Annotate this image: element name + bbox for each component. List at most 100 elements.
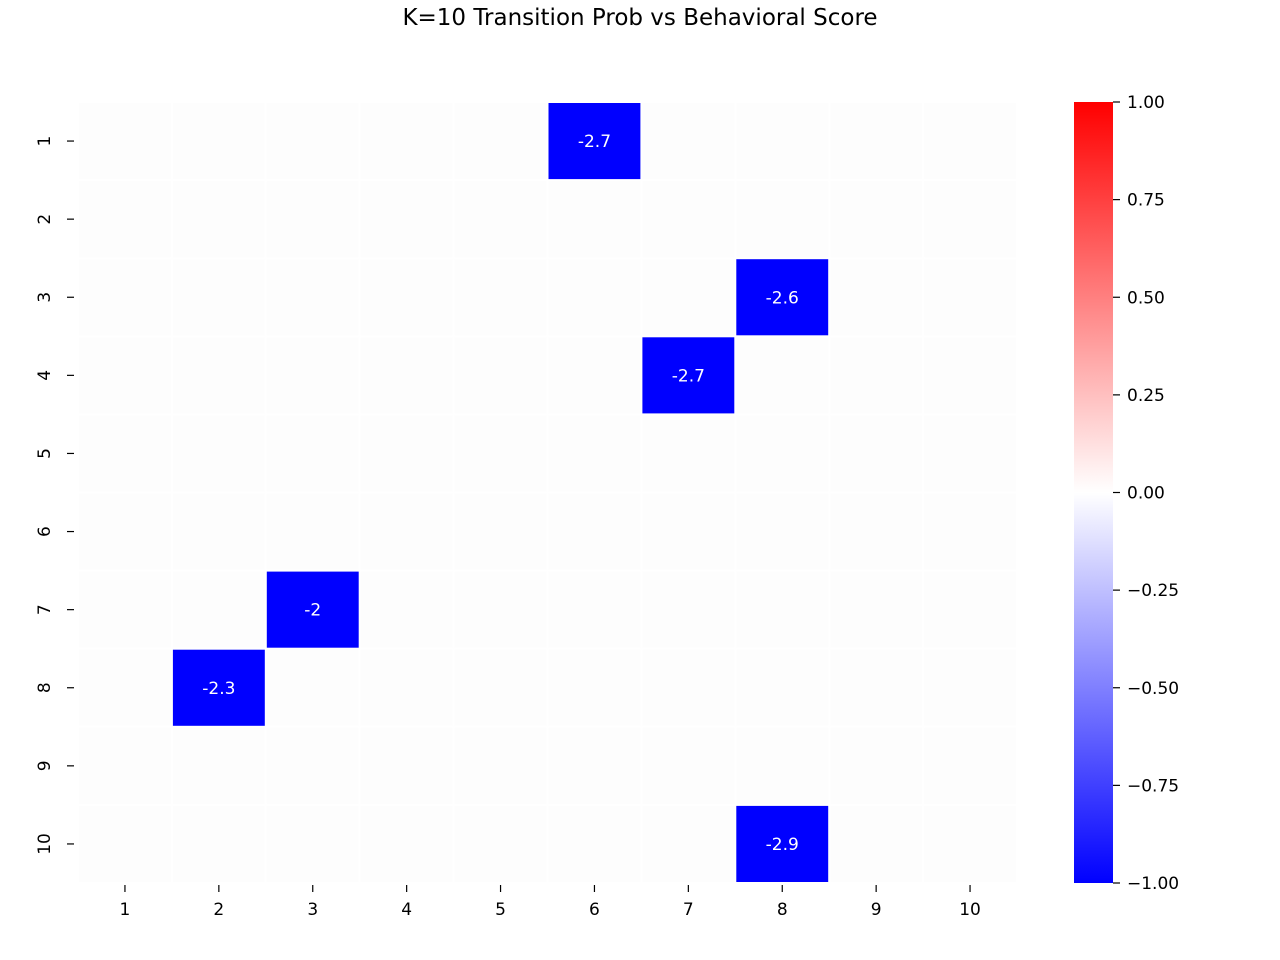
heatmap-cell-r3-c8 [736, 259, 829, 336]
colorbar: 1.00 0.75 0.50 0.25 0.00 −0.25 −0.50 −0.75 −1.00 [1074, 93, 1179, 894]
heatmap-cell-r10-c1 [79, 805, 171, 882]
colorbar-tick-label: 0.00 [1127, 484, 1165, 504]
heatmap-cell-r5-c8 [736, 415, 829, 492]
y-tick-label: 1 [35, 136, 55, 147]
heatmap-cell-r5-c1 [79, 415, 171, 492]
heatmap-cell-r7-c7 [642, 571, 735, 648]
x-axis: 1 2 3 4 5 6 7 8 9 10 [120, 885, 981, 920]
heatmap-cells [79, 103, 1016, 882]
heatmap-cell-r2-c9 [830, 181, 923, 258]
heatmap-cell-r5-c10 [924, 415, 1016, 492]
heatmap-cell-r4-c3 [266, 337, 359, 414]
heatmap-cell-r3-c6 [548, 259, 641, 336]
x-tick-label: 9 [871, 900, 882, 920]
heatmap-cell-r1-c7 [642, 103, 735, 180]
heatmap-cell-r10-c2 [172, 805, 265, 882]
heatmap-cell-r3-c5 [454, 259, 547, 336]
heatmap-cell-r7-c6 [548, 571, 641, 648]
colorbar-tick-label: 1.00 [1127, 93, 1165, 113]
heatmap-cell-r6-c10 [924, 493, 1016, 570]
heatmap-cell-r6-c4 [360, 493, 453, 570]
heatmap-cell-r4-c9 [830, 337, 923, 414]
heatmap-cell-r4-c4 [360, 337, 453, 414]
heatmap-cell-r10-c8 [736, 805, 829, 882]
heatmap-cell-r6-c8 [736, 493, 829, 570]
heatmap-cell-r3-c4 [360, 259, 453, 336]
cell-label-r8-c2: -2.3 [202, 679, 235, 699]
heatmap-cell-r4-c2 [172, 337, 265, 414]
x-tick-label: 1 [120, 900, 131, 920]
heatmap-cell-r8-c7 [642, 649, 735, 726]
y-tick-label: 3 [35, 292, 55, 303]
heatmap-cell-r3-c9 [830, 259, 923, 336]
heatmap-cell-r2-c1 [79, 181, 171, 258]
heatmap-cell-r1-c3 [266, 103, 359, 180]
heatmap-cell-r2-c2 [172, 181, 265, 258]
heatmap-cell-r5-c4 [360, 415, 453, 492]
heatmap-cell-r6-c6 [548, 493, 641, 570]
heatmap-cell-r5-c9 [830, 415, 923, 492]
heatmap-cell-r8-c4 [360, 649, 453, 726]
heatmap-cell-r4-c10 [924, 337, 1016, 414]
colorbar-tick-label: −0.50 [1127, 679, 1179, 699]
heatmap-cell-r7-c4 [360, 571, 453, 648]
heatmap-cell-r7-c3 [266, 571, 359, 648]
heatmap-cell-r3-c10 [924, 259, 1016, 336]
heatmap-cell-labels: -2.7 -2.6 -2.7 -2 -2.3 -2.9 [202, 132, 799, 855]
heatmap-cell-r5-c7 [642, 415, 735, 492]
heatmap-cell-r1-c6 [548, 103, 641, 180]
cell-label-r7-c3: -2 [304, 601, 321, 621]
heatmap-cell-r9-c2 [172, 727, 265, 804]
y-tick-label: 8 [35, 682, 55, 693]
y-tick-label: 10 [35, 833, 55, 855]
heatmap-cell-r1-c1 [79, 103, 171, 180]
heatmap-cell-r10-c5 [454, 805, 547, 882]
heatmap-cell-r9-c3 [266, 727, 359, 804]
heatmap-cell-r2-c8 [736, 181, 829, 258]
heatmap-cell-r9-c9 [830, 727, 923, 804]
heatmap-cell-r6-c3 [266, 493, 359, 570]
y-tick-label: 5 [35, 448, 55, 459]
heatmap-cell-r9-c5 [454, 727, 547, 804]
heatmap-cell-r7-c5 [454, 571, 547, 648]
heatmap-cell-r4-c8 [736, 337, 829, 414]
heatmap-cell-r8-c1 [79, 649, 171, 726]
y-tick-label: 7 [35, 604, 55, 615]
cell-label-r10-c8: -2.9 [766, 835, 799, 855]
heatmap-cell-r1-c8 [736, 103, 829, 180]
heatmap-cell-r9-c8 [736, 727, 829, 804]
heatmap-cell-r7-c8 [736, 571, 829, 648]
y-tick-label: 6 [35, 526, 55, 537]
heatmap-cell-r1-c2 [172, 103, 265, 180]
cell-label-r3-c8: -2.6 [766, 288, 799, 308]
heatmap-cell-r9-c4 [360, 727, 453, 804]
heatmap-cell-r10-c3 [266, 805, 359, 882]
x-tick-label: 4 [401, 900, 412, 920]
heatmap-cell-r2-c5 [454, 181, 547, 258]
heatmap-cell-r5-c6 [548, 415, 641, 492]
cell-label-r4-c7: -2.7 [672, 366, 705, 386]
heatmap-cell-r2-c4 [360, 181, 453, 258]
x-tick-label: 5 [495, 900, 506, 920]
heatmap-cell-r10-c7 [642, 805, 735, 882]
heatmap-cell-r1-c10 [924, 103, 1016, 180]
x-tick-label: 6 [589, 900, 600, 920]
y-tick-label: 2 [35, 214, 55, 225]
cell-label-r1-c6: -2.7 [578, 132, 611, 152]
heatmap-cell-r6-c2 [172, 493, 265, 570]
heatmap-cell-r9-c6 [548, 727, 641, 804]
heatmap-cell-r1-c5 [454, 103, 547, 180]
heatmap-cell-r2-c3 [266, 181, 359, 258]
heatmap-cell-r3-c1 [79, 259, 171, 336]
heatmap-cell-r7-c10 [924, 571, 1016, 648]
x-tick-label: 3 [307, 900, 318, 920]
colorbar-tick-label: 0.25 [1127, 386, 1165, 406]
heatmap-cell-r6-c7 [642, 493, 735, 570]
heatmap-cell-r7-c1 [79, 571, 171, 648]
heatmap-cell-r10-c9 [830, 805, 923, 882]
heatmap-cell-r10-c6 [548, 805, 641, 882]
heatmap-cell-r5-c2 [172, 415, 265, 492]
heatmap-cell-r10-c4 [360, 805, 453, 882]
x-tick-label: 8 [777, 900, 788, 920]
